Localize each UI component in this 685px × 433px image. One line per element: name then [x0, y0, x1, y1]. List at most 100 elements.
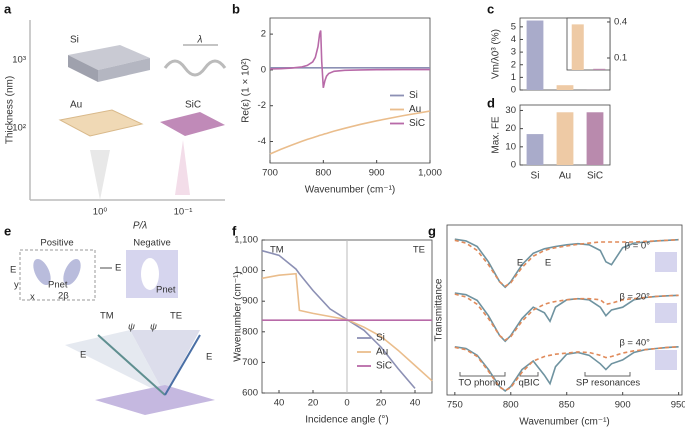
series-line — [454, 293, 679, 341]
axis-label: x — [30, 292, 35, 303]
y-tick-label: 2 — [261, 29, 266, 40]
pnet-label: Pnet — [156, 285, 176, 296]
x-axis-label: Incidence angle (°) — [305, 415, 389, 426]
x-axis-label: P/λ — [133, 221, 147, 232]
panel-label: g — [428, 223, 436, 238]
annotation: TM — [270, 245, 284, 256]
series-line — [261, 272, 433, 382]
angle-label: 2β — [58, 291, 69, 302]
wave — [163, 59, 227, 77]
x-tick-label: 0 — [344, 398, 349, 409]
y-tick-label: 10³ — [12, 55, 26, 66]
x-tick-label: 700 — [262, 168, 278, 179]
annotation: E — [517, 258, 523, 269]
material-label: Au — [70, 100, 82, 111]
angle-label: ψ — [150, 322, 157, 333]
mode-label: TE — [170, 311, 182, 322]
panel-a: Thickness (nm) 10³ 10² 10⁰ 10⁻¹ P/λ Si A… — [5, 20, 227, 232]
annotation: SP resonances — [576, 378, 641, 389]
annotation: β = 40° — [619, 338, 650, 349]
panel-label: a — [4, 1, 12, 16]
y-tick-label: 5 — [511, 21, 516, 32]
series-line — [269, 110, 431, 155]
label: Positive — [40, 238, 73, 249]
annotation: β = 20° — [619, 292, 650, 303]
x-axis-label: Wavenumber (cm⁻¹) — [305, 185, 395, 196]
si-slab — [68, 45, 150, 70]
projection — [175, 140, 190, 195]
bar — [526, 20, 544, 91]
y-tick-label: 1 — [511, 72, 516, 83]
annotation: E — [545, 258, 551, 269]
y-axis-label: Thickness (nm) — [5, 76, 16, 144]
field-label: E — [80, 350, 86, 361]
y-tick-label: 0 — [511, 85, 516, 96]
mode-label: TM — [100, 311, 114, 322]
series-line — [454, 346, 679, 392]
angle-label: ψ — [128, 322, 135, 333]
x-tick-label: 800 — [503, 400, 519, 411]
x-tick-label: 750 — [447, 400, 463, 411]
legend-label: Au — [409, 104, 421, 115]
pnet-label: Pnet — [48, 280, 68, 291]
panel-label: e — [4, 223, 11, 238]
legend-label: Si — [376, 333, 385, 344]
bar — [556, 85, 574, 90]
label: Negative — [133, 238, 171, 249]
material-label: SiC — [185, 100, 201, 111]
g-decor — [459, 252, 677, 377]
legend-label: SiC — [376, 361, 392, 372]
bar — [556, 112, 574, 165]
panel-label: c — [487, 1, 494, 16]
plot-frame — [269, 17, 431, 164]
field-label: E — [206, 352, 212, 363]
bar — [571, 24, 584, 70]
x-tick-label: SiC — [587, 171, 603, 182]
x-tick-label: Au — [559, 171, 571, 182]
y-tick-label: 10 — [505, 141, 516, 152]
y-tick-label: 3 — [511, 47, 516, 58]
panel-label: d — [487, 95, 495, 110]
bar — [593, 68, 606, 70]
x-tick-label: 900 — [369, 168, 385, 179]
field-label: E — [10, 265, 16, 276]
x-tick-label: 10⁻¹ — [174, 207, 193, 218]
x-tick-label: 900 — [615, 400, 631, 411]
x-tick-label: 40 — [274, 398, 285, 409]
x-tick-label: Si — [531, 171, 540, 182]
si-slab-side — [68, 55, 98, 82]
bar — [526, 134, 544, 165]
y-tick-label: 30 — [505, 105, 516, 116]
material-label: Si — [70, 35, 79, 46]
series-line — [269, 30, 430, 88]
y-axis-label: Vm/λ0³ (%) — [491, 29, 502, 79]
annotation: β = 0° — [625, 241, 651, 252]
bar — [586, 112, 604, 165]
y-axis-label: Wavenumber (cm⁻¹) — [233, 271, 244, 361]
y-tick-label: -4 — [258, 136, 266, 147]
y-axis-label: Transmittance — [434, 278, 445, 341]
panel-label: b — [232, 1, 240, 16]
y-axis-label: Max. FE — [491, 116, 502, 154]
field-label: E — [115, 263, 121, 274]
x-tick-label: 950 — [671, 400, 685, 411]
y-tick-label: 900 — [242, 296, 258, 307]
x-tick-label: 10⁰ — [93, 207, 108, 218]
au-grid — [58, 109, 144, 137]
x-tick-label: 20 — [376, 398, 387, 409]
legend-label: Si — [409, 90, 418, 101]
projection — [90, 150, 110, 200]
annotation: TE — [413, 245, 425, 256]
annotation: TO phonon — [458, 378, 505, 389]
x-tick-label: 20 — [308, 398, 319, 409]
period-label: λ — [197, 35, 203, 46]
y-tick-label: 0.1 — [614, 53, 627, 64]
y-tick-label: 1,100 — [234, 235, 258, 246]
panel-label: f — [232, 223, 237, 238]
x-axis-label: Wavenumber (cm⁻¹) — [519, 417, 609, 428]
y-tick-label: 0.4 — [614, 16, 627, 27]
si-slab-front — [98, 58, 150, 82]
legend-label: Au — [376, 347, 388, 358]
plot-frame — [446, 224, 683, 396]
